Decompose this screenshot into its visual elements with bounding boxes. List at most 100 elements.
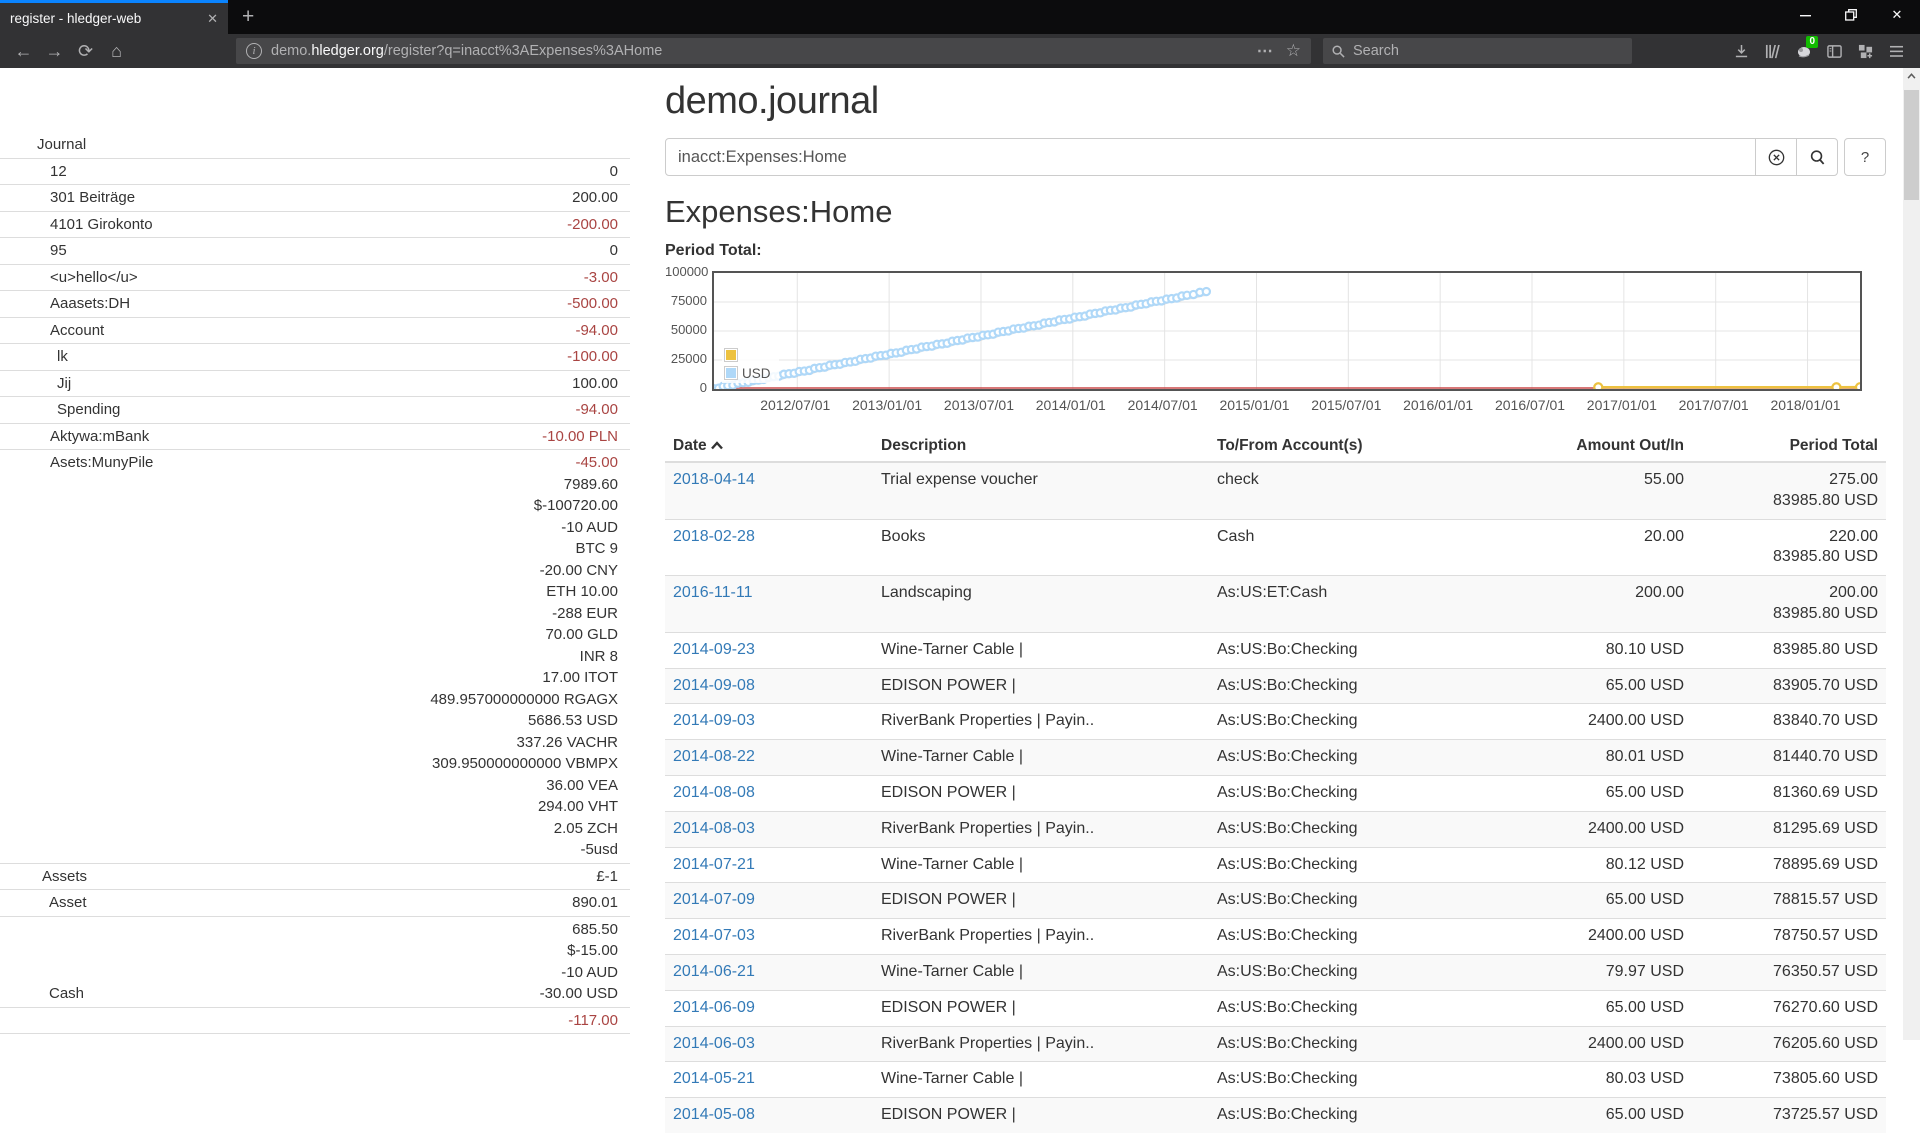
minimize-button[interactable] [1782, 0, 1828, 30]
close-window-button[interactable]: ✕ [1874, 0, 1920, 30]
restore-button[interactable] [1828, 0, 1874, 30]
period-total: 73805.60 USD [1692, 1062, 1886, 1098]
transaction-date-link[interactable]: 2014-09-23 [673, 641, 755, 658]
scrollbar-thumb[interactable] [1904, 90, 1919, 200]
screenshots-grid-icon[interactable] [1850, 36, 1881, 66]
transaction-accounts: As:US:Bo:Checking [1209, 1098, 1509, 1133]
transaction-date-link[interactable]: 2014-05-08 [673, 1106, 755, 1123]
transaction-date-link[interactable]: 2014-08-22 [673, 748, 755, 765]
browser-tab[interactable]: register - hledger-web ✕ [0, 0, 228, 34]
clear-query-button[interactable] [1755, 138, 1797, 176]
account-link[interactable]: Assets [0, 866, 87, 888]
bookmark-star-icon[interactable]: ☆ [1286, 41, 1301, 61]
account-link[interactable]: 4101 Girokonto [0, 214, 153, 236]
account-link[interactable]: Asset [0, 892, 87, 914]
toolbar-icons: 0 [1726, 36, 1912, 66]
transaction-date-link[interactable]: 2014-05-21 [673, 1070, 755, 1087]
new-tab-button[interactable]: + [228, 0, 268, 34]
account-link[interactable]: Spending [0, 399, 120, 421]
page-scrollbar[interactable] [1903, 68, 1920, 1040]
back-button[interactable]: ← [8, 36, 39, 66]
transaction-date-link[interactable]: 2014-08-08 [673, 784, 755, 801]
account-link[interactable]: Account [0, 320, 104, 342]
transaction-accounts: As:US:Bo:Checking [1209, 704, 1509, 740]
y-axis-tick-label: 75000 [665, 293, 707, 308]
balance-amount: 17.00 ITOT [430, 667, 618, 689]
account-link[interactable]: Aktywa:mBank [0, 426, 149, 448]
account-link[interactable]: Aaasets:DH [0, 293, 130, 315]
x-axis-tick-label: 2017/01/01 [1587, 397, 1657, 413]
sidebar-toggle-icon[interactable] [1819, 36, 1850, 66]
column-header-accounts[interactable]: To/From Account(s) [1209, 433, 1509, 462]
transaction-date-link[interactable]: 2014-07-03 [673, 927, 755, 944]
help-button[interactable]: ? [1844, 138, 1886, 176]
transaction-date-link[interactable]: 2018-02-28 [673, 528, 755, 545]
home-button[interactable]: ⌂ [101, 36, 132, 66]
url-bar[interactable]: i demo.hledger.org/register?q=inacct%3AE… [236, 38, 1311, 64]
transaction-date-link[interactable]: 2014-07-09 [673, 891, 755, 908]
scrollbar-up-arrow[interactable] [1903, 68, 1920, 84]
transaction-date-link[interactable]: 2016-11-11 [673, 584, 752, 601]
balance-amount: 489.957000000000 RGAGX [430, 689, 618, 711]
column-header-total[interactable]: Period Total [1692, 433, 1886, 462]
account-link[interactable]: lk [0, 346, 68, 368]
column-header-description[interactable]: Description [873, 433, 1209, 462]
transaction-date-link[interactable]: 2014-06-09 [673, 999, 755, 1016]
account-link[interactable]: Journal [0, 134, 86, 156]
transaction-date-link[interactable]: 2014-07-21 [673, 856, 755, 873]
extension-icon[interactable]: 0 [1788, 36, 1819, 66]
transaction-date-link[interactable]: 2014-06-03 [673, 1035, 755, 1052]
account-link[interactable]: 95 [0, 240, 67, 262]
account-link[interactable]: Jij [0, 373, 71, 395]
period-total: 83905.70 USD [1692, 668, 1886, 704]
download-icon[interactable] [1726, 36, 1757, 66]
transaction-date-link[interactable]: 2014-09-03 [673, 712, 755, 729]
query-input[interactable] [665, 138, 1756, 176]
forward-button[interactable]: → [39, 36, 70, 66]
balance-amount: 2.05 ZCH [430, 818, 618, 840]
account-link[interactable] [0, 1010, 49, 1032]
transaction-accounts: check [1209, 462, 1509, 519]
transaction-accounts: As:US:Bo:Checking [1209, 919, 1509, 955]
transaction-date-link[interactable]: 2014-09-08 [673, 677, 755, 694]
tab-close-icon[interactable]: ✕ [207, 11, 218, 27]
reload-button[interactable]: ⟳ [70, 36, 101, 66]
site-info-icon[interactable]: i [246, 43, 262, 59]
account-link[interactable]: 301 Beiträge [0, 187, 135, 209]
account-heading: Expenses:Home [665, 194, 1886, 230]
browser-tab-bar: register - hledger-web ✕ + ✕ [0, 0, 1920, 34]
column-header-amount[interactable]: Amount Out/In [1509, 433, 1692, 462]
library-icon[interactable] [1757, 36, 1788, 66]
page-title: demo.journal [665, 80, 1886, 123]
page-actions-icon[interactable]: ⋯ [1257, 41, 1274, 61]
search-submit-button[interactable] [1796, 138, 1838, 176]
browser-search-bar[interactable]: Search [1323, 38, 1632, 64]
transaction-date-link[interactable]: 2014-06-21 [673, 963, 755, 980]
account-link[interactable]: 12 [0, 161, 67, 183]
transaction-date-link[interactable]: 2018-04-14 [673, 471, 755, 488]
account-link[interactable]: Cash [0, 983, 84, 1005]
account-link[interactable]: <u>hello</u> [0, 267, 138, 289]
column-header-date[interactable]: Date [665, 433, 873, 462]
account-link[interactable]: Asets:MunyPile [0, 452, 153, 474]
transaction-date-link[interactable]: 2014-08-03 [673, 820, 755, 837]
menu-hamburger-icon[interactable] [1881, 36, 1912, 66]
